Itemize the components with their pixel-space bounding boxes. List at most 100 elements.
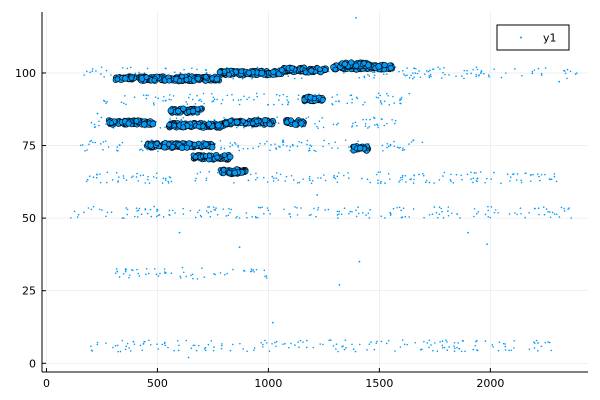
data-point [456,213,458,215]
data-point [106,211,109,214]
data-point [121,141,124,144]
data-point [207,206,209,208]
data-point [135,207,138,209]
data-point [140,148,142,151]
data-point [306,139,309,142]
data-point [568,207,570,209]
data-point [212,206,215,208]
data-point [353,62,360,69]
data-point [177,349,180,352]
data-point [464,350,466,353]
data-point [302,341,304,343]
data-point [213,75,221,83]
data-point [142,174,145,176]
data-point [102,141,105,143]
data-point [206,121,212,127]
data-point [540,72,543,75]
data-point [171,209,174,212]
data-point [157,348,160,350]
data-point [348,212,350,215]
data-point [484,213,487,216]
data-point [225,215,228,217]
data-point [231,169,239,177]
data-point [399,179,401,182]
data-point [447,210,449,212]
data-point [401,149,404,152]
data-point [355,215,358,218]
data-point [544,341,547,344]
data-point [275,340,278,343]
y-tick-label: 25 [22,285,36,298]
data-point [233,118,241,126]
data-point [441,347,444,349]
data-point [221,344,223,347]
data-point [262,176,265,179]
data-point [164,177,167,180]
data-point [251,270,253,272]
data-point [163,268,166,270]
data-point [267,209,270,212]
data-point [245,69,252,76]
data-point [122,272,125,275]
data-point [351,210,353,213]
data-point [124,348,127,351]
data-point [516,173,519,175]
data-point [475,172,477,174]
data-point [196,68,198,71]
data-point [447,206,450,208]
data-point [472,177,475,180]
data-point [320,177,322,179]
data-point [115,268,118,270]
data-point [190,274,192,277]
data-point [476,68,479,71]
data-point [393,145,395,148]
data-point [570,217,573,219]
data-point [314,123,316,125]
data-point [209,144,216,151]
data-point [159,272,161,275]
data-point [275,172,278,174]
data-point [413,174,415,176]
data-point [226,272,228,275]
data-point [216,214,219,216]
data-point [366,178,369,181]
data-point [338,284,341,286]
data-point [319,97,326,103]
data-point [286,99,288,101]
data-point [168,94,171,96]
data-point [211,100,214,103]
data-point [228,207,230,210]
data-point [259,142,261,145]
data-point [90,208,93,211]
data-point [336,175,339,178]
data-point [221,152,228,158]
data-point [213,98,216,101]
data-point [147,142,154,149]
data-point [187,356,190,359]
data-point [497,349,500,352]
data-point [302,178,304,180]
data-point [158,214,161,216]
data-point [288,346,290,349]
data-point [412,208,415,210]
data-point [472,181,474,184]
data-point [421,348,423,350]
data-point [380,340,383,343]
data-point [92,205,95,208]
data-point [99,173,101,175]
data-point [95,176,98,179]
data-point [455,173,458,176]
data-point [298,141,301,143]
data-point [528,211,530,214]
data-point [136,268,138,271]
data-point [253,271,255,273]
data-point [282,93,285,96]
data-point [374,124,376,126]
data-point [125,345,127,347]
data-point [363,76,366,79]
data-point [476,349,479,352]
data-point [105,181,108,184]
data-point [263,93,265,95]
data-point [191,98,194,101]
data-point [475,75,477,78]
